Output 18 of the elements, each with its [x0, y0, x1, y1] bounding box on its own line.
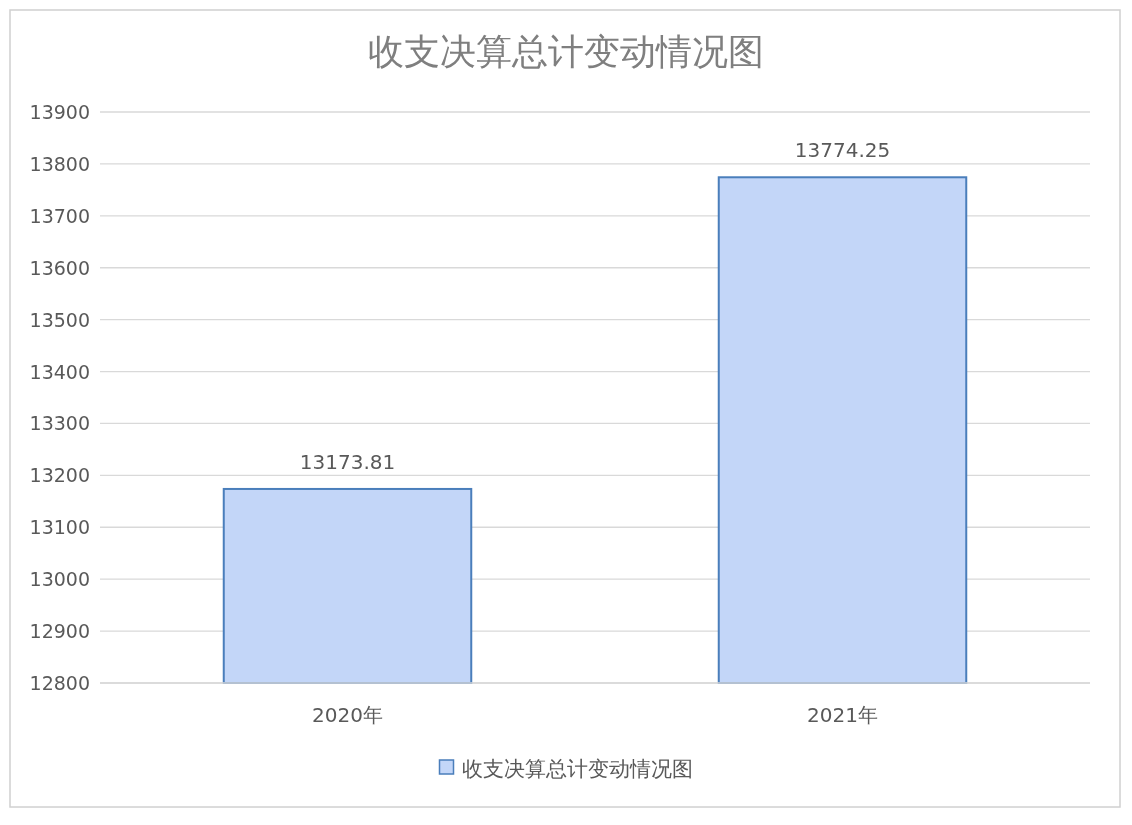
- y-tick-label: 12900: [29, 620, 90, 643]
- y-tick-label: 13300: [29, 412, 90, 435]
- y-tick-label: 12800: [29, 672, 90, 694]
- y-tick-label: 13800: [29, 152, 90, 175]
- data-label: 13173.81: [299, 449, 396, 474]
- y-tick-label: 13700: [29, 204, 90, 227]
- y-tick-label: 13500: [29, 308, 90, 331]
- legend-label: 收支决算总计变动情况图: [461, 757, 693, 781]
- data-label: 13774.25: [794, 138, 891, 163]
- x-tick-label: 2020年: [312, 703, 383, 727]
- y-tick-label: 13900: [29, 101, 90, 123]
- y-tick-label: 13400: [29, 360, 90, 383]
- y-tick-label: 13100: [29, 516, 90, 539]
- x-tick-label: 2021年: [807, 703, 878, 727]
- y-tick-label: 13600: [29, 256, 90, 279]
- chart-title: 收支决算总计变动情况图: [368, 31, 764, 72]
- y-tick-label: 13200: [29, 464, 90, 487]
- y-tick-label: 13000: [29, 568, 90, 591]
